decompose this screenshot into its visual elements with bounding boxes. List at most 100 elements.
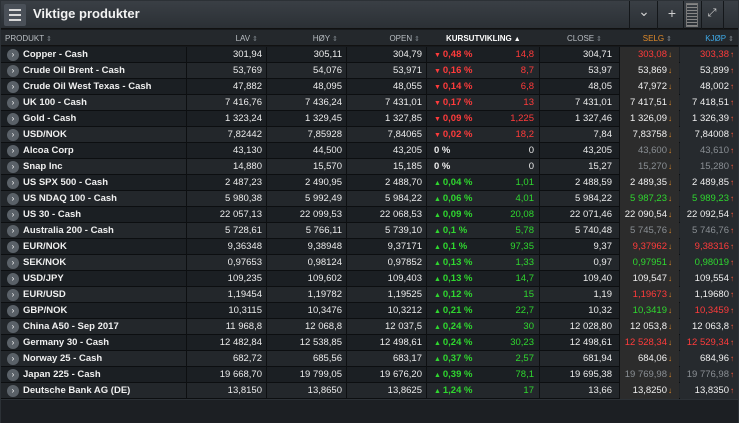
sell-price[interactable]: 53,869↓ <box>637 65 672 76</box>
product-name[interactable]: UK 100 - Cash <box>23 97 87 108</box>
expand-row-icon[interactable]: › <box>7 113 19 125</box>
buy-price[interactable]: 12 063,8↑ <box>692 321 734 332</box>
sell-price[interactable]: 7 417,51↓ <box>630 97 672 108</box>
table-row[interactable]: › USD/JPY 109,235 109,602 109,403 ▲ 0,13… <box>1 271 738 287</box>
buy-price[interactable]: 5 989,23↑ <box>692 193 734 204</box>
buy-price[interactable]: 7 418,51↑ <box>692 97 734 108</box>
column-header-change[interactable]: KURSUTVIKLING ▲ <box>446 34 521 43</box>
product-name[interactable]: Australia 200 - Cash <box>23 225 114 236</box>
sell-price[interactable]: 5 745,76↓ <box>630 225 672 236</box>
table-row[interactable]: › US SPX 500 - Cash 2 487,23 2 490,95 2 … <box>1 175 738 191</box>
product-name[interactable]: Snap Inc <box>23 161 63 172</box>
table-row[interactable]: › Snap Inc 14,880 15,570 15,185 0 % 0 15… <box>1 159 738 175</box>
sell-price[interactable]: 5 987,23↓ <box>630 193 672 204</box>
product-name[interactable]: Norway 25 - Cash <box>23 353 103 364</box>
expand-row-icon[interactable]: › <box>7 385 19 397</box>
sell-price[interactable]: 7,83758↓ <box>632 129 672 140</box>
buy-price[interactable]: 1 326,39↑ <box>692 113 734 124</box>
product-name[interactable]: Copper - Cash <box>23 49 88 60</box>
table-row[interactable]: › Gold - Cash 1 323,24 1 329,45 1 327,85… <box>1 111 738 127</box>
product-name[interactable]: Deutsche Bank AG (DE) <box>23 385 131 396</box>
column-header-sell[interactable]: SELG ⇕ <box>642 34 672 43</box>
expand-row-icon[interactable]: › <box>7 193 19 205</box>
sell-price[interactable]: 1 326,09↓ <box>630 113 672 124</box>
expand-row-icon[interactable]: › <box>7 305 19 317</box>
column-header-open[interactable]: OPEN ⇕ <box>389 34 420 43</box>
product-name[interactable]: USD/JPY <box>23 273 64 284</box>
table-row[interactable]: › Australia 200 - Cash 5 728,61 5 766,11… <box>1 223 738 239</box>
product-name[interactable]: US NDAQ 100 - Cash <box>23 193 117 204</box>
product-name[interactable]: US 30 - Cash <box>23 209 82 220</box>
buy-price[interactable]: 684,96↑ <box>699 353 734 364</box>
expand-row-icon[interactable]: › <box>7 129 19 141</box>
product-name[interactable]: EUR/NOK <box>23 241 67 252</box>
buy-price[interactable]: 10,3459↑ <box>694 305 734 316</box>
table-row[interactable]: › Japan 225 - Cash 19 668,70 19 799,05 1… <box>1 367 738 383</box>
buy-price[interactable]: 7,84008↑ <box>694 129 734 140</box>
buy-price[interactable]: 9,38316↑ <box>694 241 734 252</box>
plus-icon[interactable]: + <box>667 5 677 21</box>
buy-price[interactable]: 19 776,98↑ <box>686 369 734 380</box>
table-row[interactable]: › USD/NOK 7,82442 7,85928 7,84065 ▼ 0,02… <box>1 127 738 143</box>
buy-price[interactable]: 2 489,85↑ <box>692 177 734 188</box>
expand-row-icon[interactable]: › <box>7 97 19 109</box>
product-name[interactable]: China A50 - Sep 2017 <box>23 321 119 332</box>
table-row[interactable]: › SEK/NOK 0,97653 0,98124 0,97852 ▲ 0,13… <box>1 255 738 271</box>
expand-row-icon[interactable]: › <box>7 337 19 349</box>
expand-row-icon[interactable]: › <box>7 65 19 77</box>
sell-price[interactable]: 19 769,98↓ <box>624 369 672 380</box>
expand-diagonal-icon[interactable]: ⤢ <box>707 7 717 19</box>
expand-row-icon[interactable]: › <box>7 209 19 221</box>
product-name[interactable]: Alcoa Corp <box>23 145 74 156</box>
buy-price[interactable]: 109,554↑ <box>694 273 734 284</box>
table-row[interactable]: › Alcoa Corp 43,130 44,500 43,205 0 % 0 … <box>1 143 738 159</box>
product-name[interactable]: Crude Oil Brent - Cash <box>23 65 125 76</box>
table-row[interactable]: › Germany 30 - Cash 12 482,84 12 538,85 … <box>1 335 738 351</box>
column-header-buy[interactable]: KJØP ⇕ <box>705 34 734 43</box>
buy-price[interactable]: 48,002↑ <box>699 81 734 92</box>
table-row[interactable]: › EUR/NOK 9,36348 9,38948 9,37171 ▲ 0,1 … <box>1 239 738 255</box>
sell-price[interactable]: 12 053,8↓ <box>630 321 672 332</box>
buy-price[interactable]: 0,98019↑ <box>694 257 734 268</box>
buy-price[interactable]: 43,610↑ <box>699 145 734 156</box>
product-name[interactable]: Crude Oil West Texas - Cash <box>23 81 152 92</box>
table-row[interactable]: › US 30 - Cash 22 057,13 22 099,53 22 06… <box>1 207 738 223</box>
buy-price[interactable]: 5 746,76↑ <box>692 225 734 236</box>
table-row[interactable]: › US NDAQ 100 - Cash 5 980,38 5 992,49 5… <box>1 191 738 207</box>
sell-price[interactable]: 12 528,34↓ <box>624 337 672 348</box>
product-name[interactable]: Japan 225 - Cash <box>23 369 101 380</box>
expand-row-icon[interactable]: › <box>7 81 19 93</box>
product-name[interactable]: US SPX 500 - Cash <box>23 177 109 188</box>
expand-row-icon[interactable]: › <box>7 273 19 285</box>
expand-row-icon[interactable]: › <box>7 257 19 269</box>
sell-price[interactable]: 15,270↓ <box>637 161 672 172</box>
table-row[interactable]: › Norway 25 - Cash 682,72 685,56 683,17 … <box>1 351 738 367</box>
expand-row-icon[interactable]: › <box>7 225 19 237</box>
sell-price[interactable]: 684,06↓ <box>637 353 672 364</box>
column-header-high[interactable]: HØY ⇕ <box>312 34 338 43</box>
sell-price[interactable]: 303,08↓ <box>637 49 672 60</box>
sell-price[interactable]: 10,3419↓ <box>632 305 672 316</box>
hamburger-menu-icon[interactable] <box>4 4 26 26</box>
product-name[interactable]: Germany 30 - Cash <box>23 337 110 348</box>
buy-price[interactable]: 13,8350↑ <box>694 385 734 396</box>
buy-price[interactable]: 22 092,54↑ <box>686 209 734 220</box>
sell-price[interactable]: 2 489,35↓ <box>630 177 672 188</box>
expand-row-icon[interactable]: › <box>7 289 19 301</box>
sell-price[interactable]: 22 090,54↓ <box>624 209 672 220</box>
expand-row-icon[interactable]: › <box>7 177 19 189</box>
column-header-product[interactable]: PRODUKT ⇕ <box>5 34 52 43</box>
expand-row-icon[interactable]: › <box>7 241 19 253</box>
product-name[interactable]: Gold - Cash <box>23 113 77 124</box>
sell-price[interactable]: 0,97951↓ <box>632 257 672 268</box>
sell-price[interactable]: 47,972↓ <box>637 81 672 92</box>
table-row[interactable]: › GBP/NOK 10,3115 10,3476 10,3212 ▲ 0,21… <box>1 303 738 319</box>
table-row[interactable]: › China A50 - Sep 2017 11 968,8 12 068,8… <box>1 319 738 335</box>
product-name[interactable]: USD/NOK <box>23 129 67 140</box>
buy-price[interactable]: 15,280↑ <box>699 161 734 172</box>
table-row[interactable]: › Deutsche Bank AG (DE) 13,8150 13,8650 … <box>1 383 738 399</box>
sell-price[interactable]: 13,8250↓ <box>632 385 672 396</box>
table-row[interactable]: › EUR/USD 1,19454 1,19782 1,19525 ▲ 0,12… <box>1 287 738 303</box>
sell-price[interactable]: 43,600↓ <box>637 145 672 156</box>
product-name[interactable]: EUR/USD <box>23 289 66 300</box>
